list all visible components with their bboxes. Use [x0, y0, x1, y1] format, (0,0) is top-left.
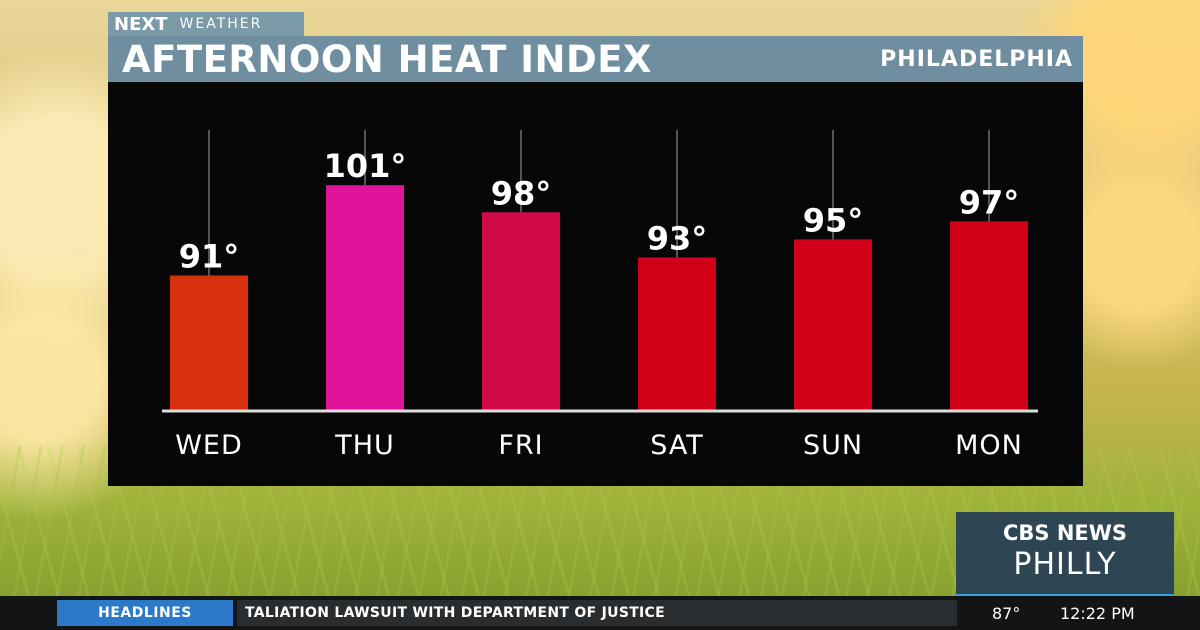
- bar-wed: [170, 275, 248, 411]
- cbs-news-philly-logo: CBS NEWS PHILLY: [956, 512, 1174, 598]
- logo-line-2: PHILLY: [1013, 547, 1117, 582]
- value-label-sat: 93°: [647, 219, 708, 257]
- headlines-label: HEADLINES: [57, 600, 233, 626]
- weather-label: WEATHER: [179, 16, 263, 32]
- news-ticker: HEADLINES TALIATION LAWSUIT WITH DEPARTM…: [0, 596, 1200, 630]
- value-label-mon: 97°: [959, 183, 1020, 221]
- ticker-temperature: 87°: [992, 604, 1021, 623]
- bar-fri: [482, 212, 560, 411]
- chart-title: AFTERNOON HEAT INDEX: [122, 37, 653, 81]
- heat-index-bar-chart: 91° WED 101° THU 98° FRI 93° SAT 95° SUN 97° MON: [162, 130, 1038, 461]
- value-label-wed: 91°: [179, 238, 240, 276]
- chart-panel: 91° WED 101° THU 98° FRI 93° SAT 95° SUN 97° MON: [108, 82, 1083, 486]
- category-label-thu: THU: [334, 430, 395, 461]
- bar-mon: [950, 221, 1028, 411]
- logo-line-1: CBS NEWS: [1002, 521, 1128, 545]
- category-label-mon: MON: [955, 430, 1023, 461]
- value-label-fri: 98°: [491, 174, 552, 212]
- ticker-time: 12:22 PM: [1060, 604, 1135, 623]
- category-label-sun: SUN: [803, 430, 863, 461]
- category-label-sat: SAT: [650, 430, 704, 461]
- next-weather-tag: NEXT WEATHER: [108, 12, 304, 36]
- bar-sun: [794, 239, 872, 411]
- ticker-headline: TALIATION LAWSUIT WITH DEPARTMENT OF JUS…: [245, 605, 665, 621]
- bar-thu: [326, 185, 404, 411]
- category-label-fri: FRI: [498, 430, 543, 461]
- value-label-thu: 101°: [324, 147, 407, 185]
- next-logo: NEXT: [114, 13, 168, 35]
- value-label-sun: 95°: [803, 201, 864, 239]
- category-label-wed: WED: [175, 430, 243, 461]
- bar-sat: [638, 257, 716, 411]
- location-label: PHILADELPHIA: [880, 46, 1073, 72]
- title-bar: AFTERNOON HEAT INDEX PHILADELPHIA: [108, 36, 1083, 82]
- ticker-text-container: TALIATION LAWSUIT WITH DEPARTMENT OF JUS…: [237, 600, 957, 626]
